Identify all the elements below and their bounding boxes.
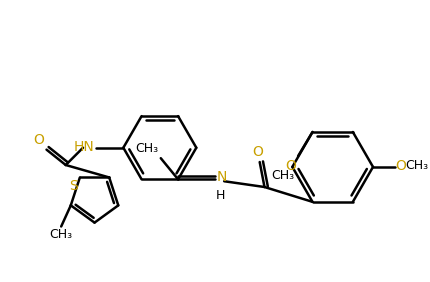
Text: H: H bbox=[215, 189, 224, 202]
Text: CH₃: CH₃ bbox=[135, 142, 159, 155]
Text: N: N bbox=[216, 170, 226, 184]
Text: O: O bbox=[394, 159, 405, 173]
Text: O: O bbox=[285, 159, 295, 173]
Text: CH₃: CH₃ bbox=[270, 169, 294, 182]
Text: CH₃: CH₃ bbox=[405, 159, 428, 173]
Text: O: O bbox=[33, 133, 43, 147]
Text: HN: HN bbox=[74, 140, 94, 154]
Text: O: O bbox=[252, 145, 263, 159]
Text: S: S bbox=[69, 179, 78, 193]
Text: CH₃: CH₃ bbox=[49, 228, 73, 241]
